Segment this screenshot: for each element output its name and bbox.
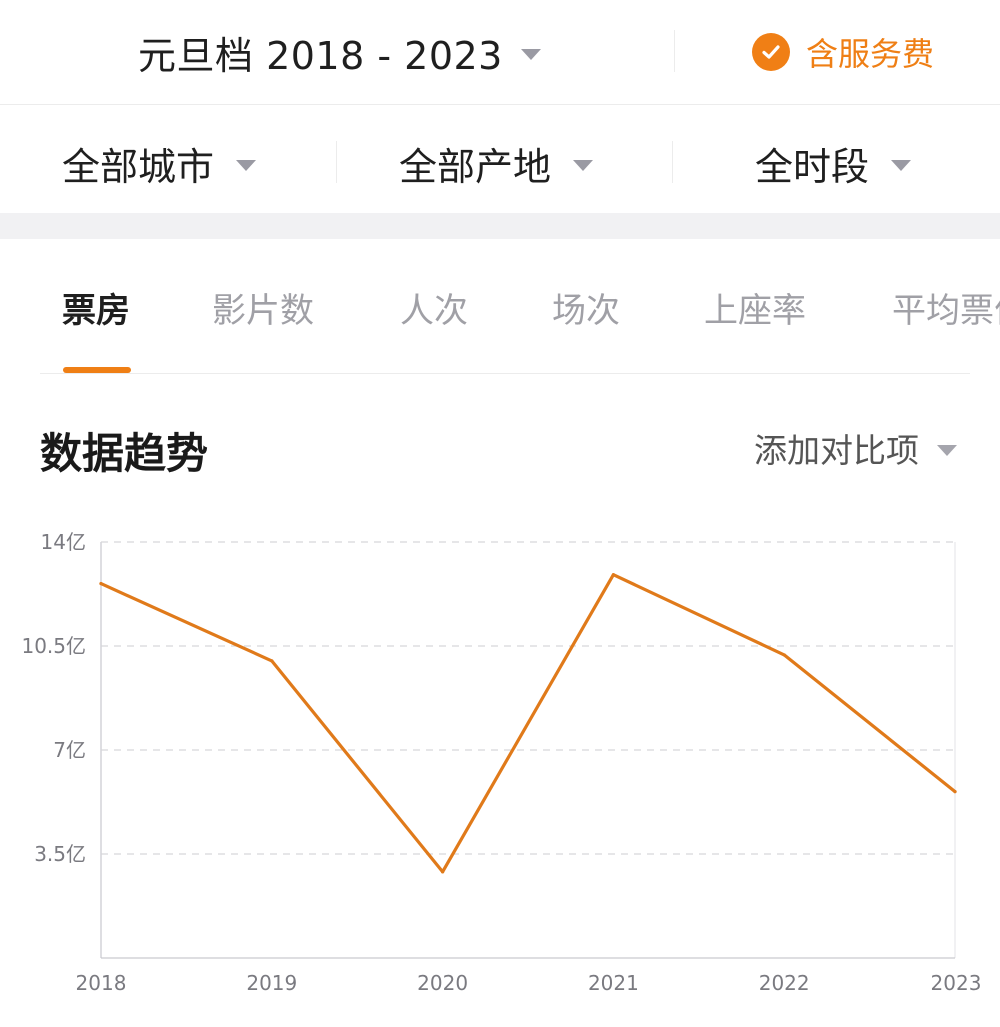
caret-down-icon [573, 159, 594, 171]
active-tab-indicator [63, 367, 131, 373]
y-tick-label: 14亿 [41, 530, 86, 554]
period-label: 元旦档 2018 - 2023 [138, 33, 503, 78]
x-tick-label: 2019 [246, 971, 297, 995]
tab-box-office[interactable]: 票房 [62, 291, 130, 331]
caret-down-icon [520, 48, 541, 60]
caret-down-icon [937, 444, 957, 456]
data-point [270, 659, 274, 663]
filter-city[interactable]: 全部城市 [62, 133, 257, 193]
caret-down-icon [236, 159, 257, 171]
period-selector[interactable]: 元旦档 2018 - 2023 [138, 22, 541, 82]
tab-admissions[interactable]: 人次 [400, 291, 468, 331]
filter-origin-label: 全部产地 [399, 144, 552, 189]
tab-film-count[interactable]: 影片数 [212, 291, 314, 331]
section-gap [0, 213, 1000, 239]
data-point [953, 790, 957, 794]
service-fee-toggle[interactable]: 含服务费 [752, 28, 934, 76]
tab-screenings[interactable]: 场次 [552, 291, 620, 331]
section-title: 数据趋势 [40, 429, 209, 478]
add-comparison-label: 添加对比项 [754, 431, 919, 470]
divider [674, 30, 675, 72]
data-point [99, 582, 103, 586]
top-bar: 元旦档 2018 - 2023 含服务费 [0, 0, 1000, 105]
x-tick-label: 2021 [588, 971, 639, 995]
filter-origin[interactable]: 全部产地 [399, 133, 594, 193]
x-tick-label: 2022 [759, 971, 810, 995]
data-point [611, 573, 616, 577]
x-tick-label: 2023 [931, 971, 982, 995]
trend-chart: 14亿 10.5亿 7亿 3.5亿 2018 2019 2020 2021 2022 2023 [21, 530, 982, 995]
filter-time-label: 全时段 [755, 144, 870, 189]
tab-occupancy[interactable]: 上座率 [704, 291, 806, 331]
y-tick-label: 7亿 [53, 738, 86, 762]
y-tick-label: 10.5亿 [21, 634, 86, 658]
divider [336, 141, 337, 183]
divider [672, 141, 673, 183]
series-line [99, 573, 957, 874]
filter-time[interactable]: 全时段 [755, 133, 912, 193]
metric-tabs: 票房 影片数 人次 场次 上座率 平均票价 [0, 239, 1000, 375]
filter-city-label: 全部城市 [62, 144, 215, 189]
caret-down-icon [891, 159, 912, 171]
filter-bar: 全部城市 全部产地 全时段 [0, 105, 1000, 213]
check-circle-icon [752, 33, 790, 71]
data-point [782, 653, 786, 657]
service-fee-label: 含服务费 [806, 35, 935, 73]
x-tick-label: 2018 [76, 971, 127, 995]
add-comparison-dropdown[interactable]: 添加对比项 [754, 424, 957, 472]
tab-avg-price[interactable]: 平均票价 [892, 291, 1000, 331]
tabs-divider [40, 373, 970, 374]
data-point [441, 870, 445, 874]
x-tick-label: 2020 [417, 971, 468, 995]
y-tick-label: 3.5亿 [34, 842, 86, 866]
